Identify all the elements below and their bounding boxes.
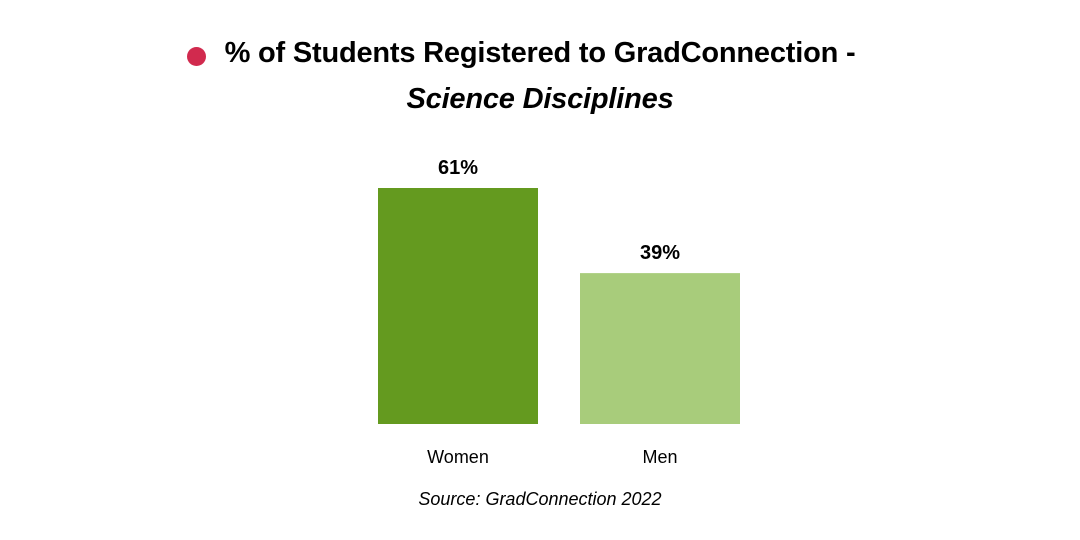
data-label-men: 39% [640,242,680,264]
chart-subtitle: Science Disciplines [406,83,674,115]
chart-title: % of Students Registered to GradConnecti… [224,37,856,69]
title-bullet-dot [186,47,206,66]
chart-title-line: % of Students Registered to GradConnecti… [186,30,856,76]
bar-men [580,273,740,424]
data-label-women: 61% [438,157,478,179]
category-label-women: Women [427,447,489,467]
category-label-men: Men [642,447,677,467]
chart-source: Source: GradConnection 2022 [418,489,662,509]
bar-women [378,188,538,424]
chart-title-block: % of Students Registered to GradConnecti… [0,30,1080,122]
